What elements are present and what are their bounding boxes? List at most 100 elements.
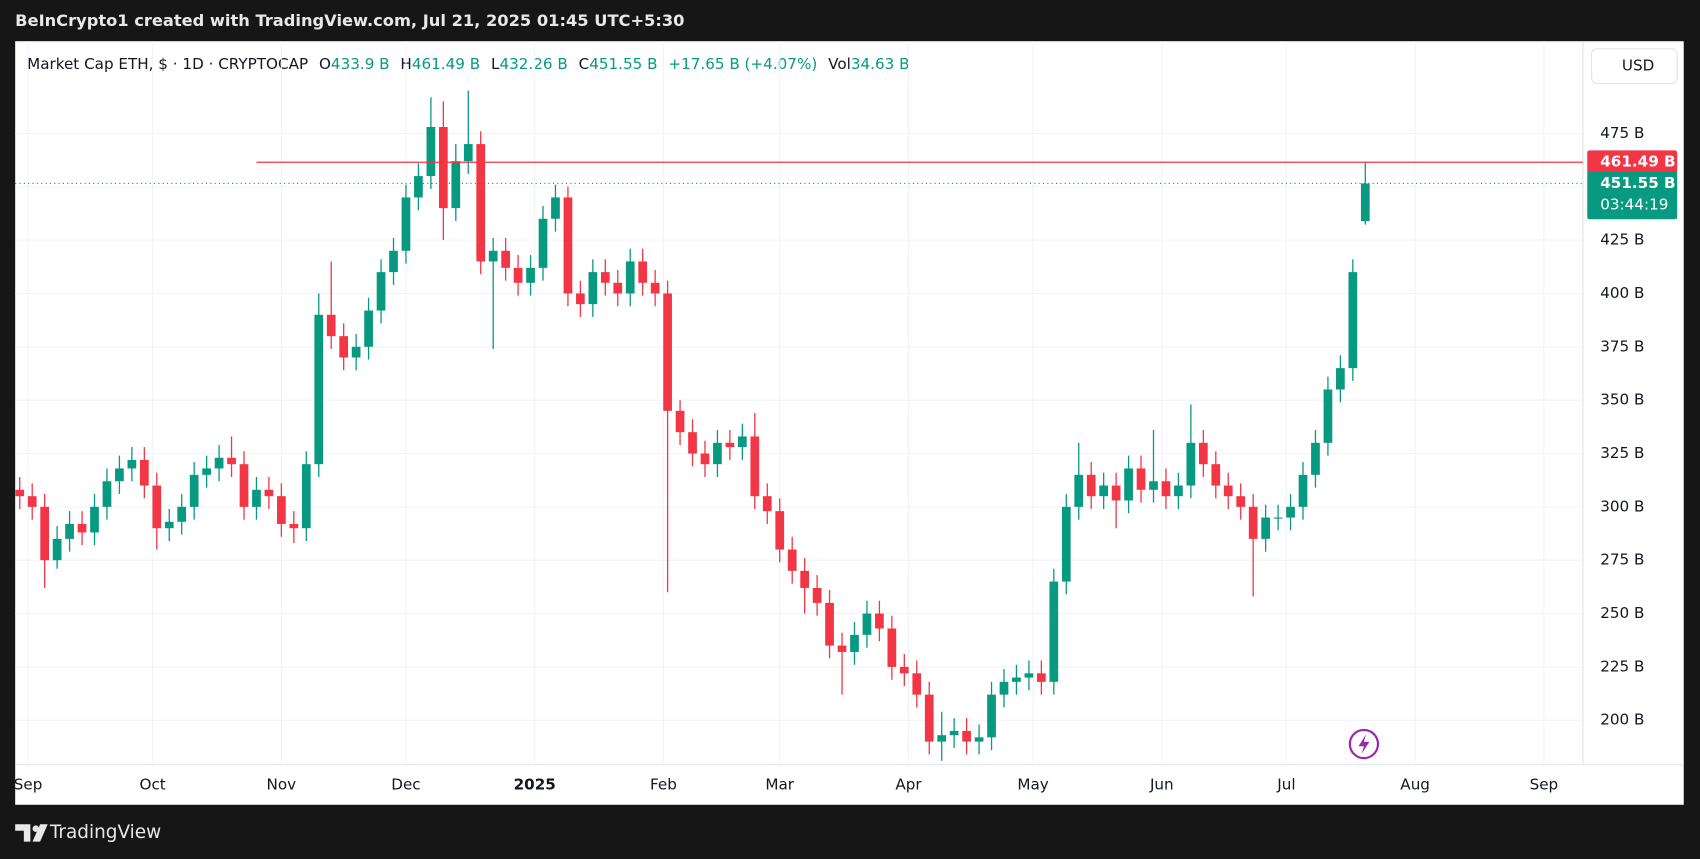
candle-body [912, 673, 922, 695]
axes: 200 B 225 B 250 B 275 B 300 B 325 B 350 B 375 B… [14, 124, 1678, 794]
currency-button[interactable] [1591, 48, 1678, 85]
candle-body [1211, 464, 1221, 486]
candle-body [899, 666, 909, 674]
candle-body [588, 272, 598, 305]
y-tick-label: 300 B [1600, 497, 1644, 515]
candle-body [688, 432, 697, 454]
candle-body [600, 272, 610, 283]
x-tick-label: Sep [1530, 776, 1559, 794]
x-tick-label: Jul [1276, 776, 1295, 794]
candle-body [1298, 474, 1308, 507]
candle-body [551, 197, 560, 219]
candle-body [389, 250, 398, 273]
candle-body [862, 613, 872, 635]
last-price-tag-label: 451.55 B [1600, 174, 1675, 192]
y-tick-label: 250 B [1600, 604, 1644, 622]
candle-body [1223, 485, 1233, 497]
legend-key: L [491, 54, 500, 72]
candle-body [924, 694, 934, 742]
candle-body [1149, 481, 1158, 490]
x-tick-label: Aug [1400, 776, 1430, 794]
candle-body [326, 314, 336, 337]
candle-body [77, 523, 87, 533]
x-tick-label: 2025 [514, 776, 556, 794]
candle-body [27, 496, 37, 507]
candle-body [937, 735, 947, 742]
y-tick-label: 275 B [1600, 551, 1644, 569]
candle-body [1323, 389, 1333, 443]
candle-body [663, 293, 672, 411]
candle-body [1273, 517, 1283, 519]
brand-logo-dot [32, 825, 40, 832]
candle-body [576, 293, 585, 305]
candle-body [825, 602, 834, 646]
legend-value: 433.9 B [331, 54, 390, 72]
candle-body [725, 442, 735, 448]
countdown: 03:44:19 [1600, 196, 1668, 214]
candle-body [800, 570, 810, 588]
candle-body [713, 442, 722, 465]
legend: Market Cap ETH, $ · 1D · CRYPTOCAP O433.9… [27, 54, 909, 72]
candle-body [1198, 442, 1208, 465]
y-tick-label: 475 B [1600, 124, 1644, 142]
candle-body [1311, 442, 1320, 475]
high-price-tag-label: 461.49 B [1600, 153, 1675, 171]
candle-body [40, 506, 50, 561]
candle-body [563, 197, 573, 294]
candle-body [1261, 517, 1270, 539]
y-tick-label: 325 B [1600, 444, 1644, 462]
candle-body [1074, 474, 1084, 507]
candle-body [613, 282, 623, 294]
x-tick-label: Oct [140, 776, 166, 794]
alert-icon-bolt [1358, 734, 1370, 754]
candle-body [875, 613, 884, 629]
candle-body [1012, 677, 1021, 682]
candle-body [962, 730, 971, 742]
candle-body [1360, 183, 1370, 222]
candle-body [1348, 272, 1358, 369]
legend-value: 451.55 B [589, 54, 657, 72]
legend-key: O [319, 54, 331, 72]
candle-body [189, 474, 199, 507]
candle-body [1286, 506, 1295, 518]
candle-body [1086, 474, 1096, 497]
candle-body [476, 144, 486, 262]
candle-body [650, 282, 660, 294]
chart-title: Market Cap ETH, $ · 1D · CRYPTOCAP [27, 54, 308, 72]
candle-body [115, 468, 124, 482]
candle-body [463, 144, 473, 162]
candle-body [426, 127, 436, 177]
last-price-tag [1587, 171, 1678, 220]
brand-logo [15, 824, 48, 842]
candle-body [488, 250, 498, 262]
candle-body [538, 218, 548, 268]
candle-body [1336, 368, 1345, 390]
legend-value: +17.65 B (+4.07%) [668, 54, 817, 72]
x-tick-label: Nov [267, 776, 297, 794]
y-tick-label: 225 B [1600, 657, 1644, 675]
candle-body [638, 261, 648, 283]
candle-body [1049, 581, 1059, 682]
candle-body [787, 549, 797, 571]
currency-button-label[interactable]: USD [1622, 57, 1654, 75]
candle-body [438, 127, 448, 209]
candle-body [675, 410, 685, 433]
candle-body [1236, 496, 1246, 507]
x-tick-label: Mar [765, 776, 794, 794]
y-tick-label: 375 B [1600, 337, 1644, 355]
legend-text: Market Cap ETH, $ · 1D · CRYPTOCAP O433.9… [27, 54, 909, 72]
x-tick-label: Feb [650, 776, 677, 794]
chart-panel [15, 41, 1684, 805]
candle-body [850, 634, 859, 652]
y-tick-label: 400 B [1600, 284, 1644, 302]
x-tick-label: May [1017, 776, 1048, 794]
candle-body [351, 346, 361, 358]
candle-body [451, 161, 461, 209]
candle-body [1136, 468, 1146, 490]
candle-body [1174, 485, 1183, 497]
brand-name: TradingView [49, 822, 161, 843]
candle-body [102, 481, 112, 507]
candle-body [887, 628, 897, 667]
candle-body [999, 681, 1009, 695]
alert-icon[interactable] [1348, 728, 1380, 760]
